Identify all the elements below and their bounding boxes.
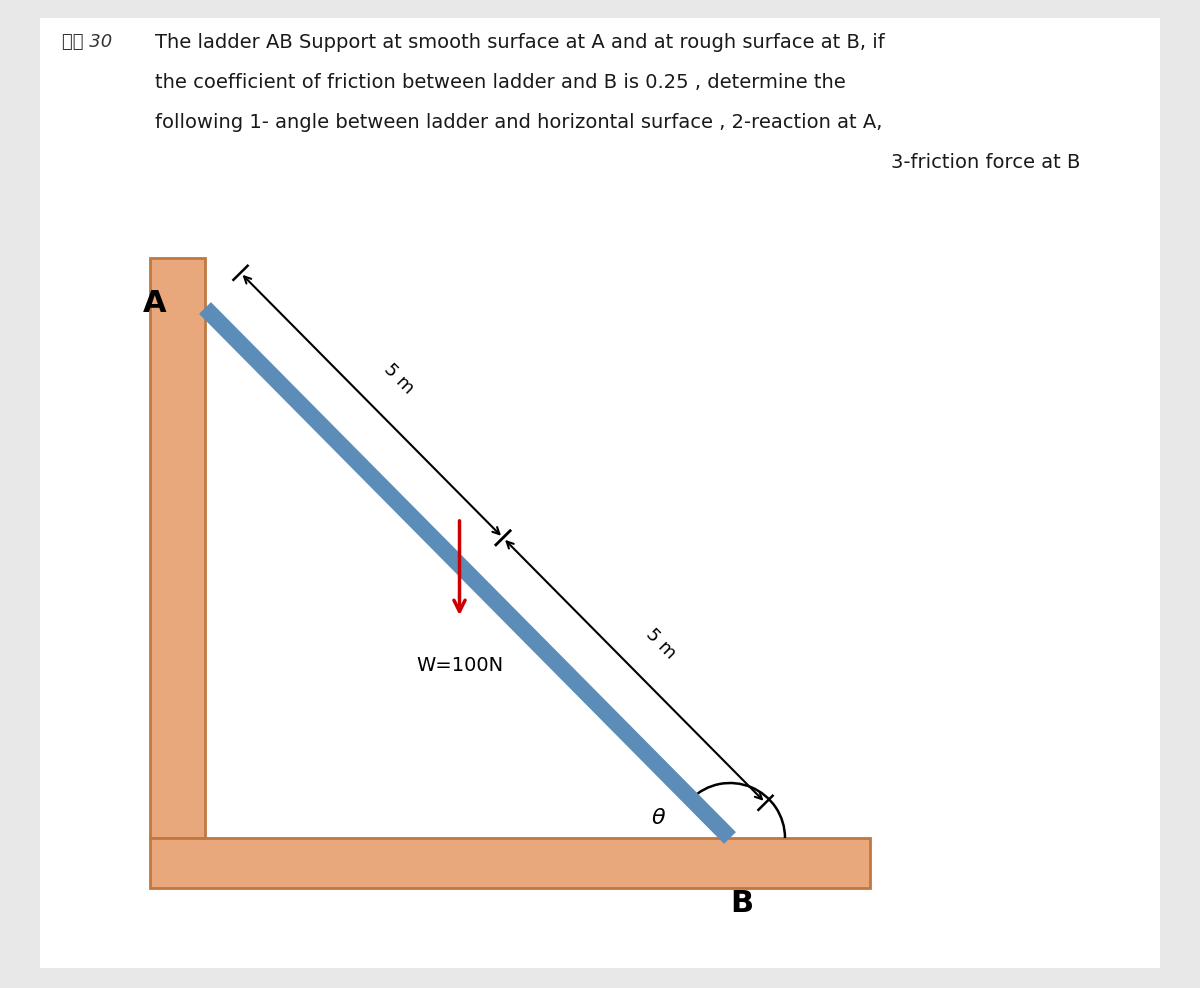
Text: لا 30: لا 30: [62, 33, 113, 51]
Bar: [150, 258, 205, 838]
Text: 5 m: 5 m: [643, 624, 680, 662]
Text: θ: θ: [652, 808, 665, 828]
Text: 5 m: 5 m: [380, 360, 418, 397]
Text: A: A: [143, 288, 167, 317]
Text: The ladder AB Support at smooth surface at A and at rough surface at B, if: The ladder AB Support at smooth surface …: [155, 33, 884, 52]
Text: B: B: [731, 888, 754, 918]
Bar: [150, 838, 870, 888]
Text: 3-friction force at B: 3-friction force at B: [890, 153, 1080, 172]
Text: following 1- angle between ladder and horizontal surface , 2-reaction at A,: following 1- angle between ladder and ho…: [155, 113, 882, 132]
Text: the coefficient of friction between ladder and B is 0.25 , determine the: the coefficient of friction between ladd…: [155, 73, 846, 92]
Text: W=100N: W=100N: [416, 656, 503, 675]
